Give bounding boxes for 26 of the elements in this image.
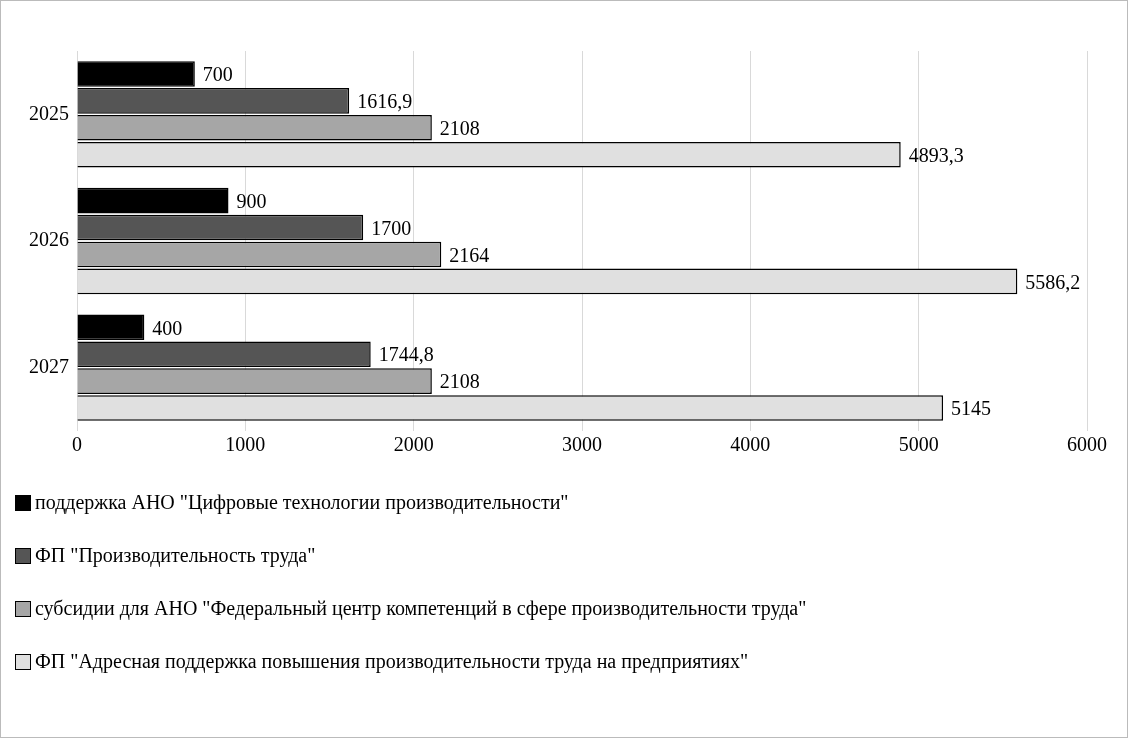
data-label: 400: [152, 316, 183, 339]
y-tick-label: 2026: [29, 228, 69, 251]
x-tick-label: 3000: [562, 433, 602, 456]
legend-label: ФП "Адресная поддержка повышения производительности труда на предприятиях": [35, 650, 749, 673]
legend-label: поддержка АНО "Цифровые технологии производительности": [35, 491, 569, 514]
data-label: 2164: [449, 243, 490, 266]
x-tick-label: 5000: [898, 433, 939, 456]
data-label: 1616,9: [357, 90, 413, 113]
data-label: 4893,3: [908, 143, 964, 166]
data-label: 900: [236, 189, 267, 212]
legend-label: субсидии для АНО "Федеральный центр компетенций в сфере производительности труда": [35, 597, 807, 620]
x-tick-label: 6000: [1067, 433, 1107, 456]
x-tick-label: 4000: [730, 433, 771, 456]
data-label: 1700: [371, 216, 412, 239]
x-tick-label: 1000: [225, 433, 266, 456]
data-label: 5145: [951, 397, 992, 420]
x-tick-label: 0: [72, 433, 82, 456]
data-label: 2108: [439, 117, 480, 140]
y-tick-label: 2027: [29, 354, 69, 377]
data-label: 2108: [439, 370, 480, 393]
legend-label: ФП "Производительность труда": [35, 544, 316, 567]
y-tick-label: 2025: [29, 101, 69, 124]
data-label: 700: [202, 63, 233, 86]
data-label: 5586,2: [1025, 270, 1081, 293]
x-tick-label: 2000: [393, 433, 434, 456]
data-label: 1744,8: [378, 343, 434, 366]
